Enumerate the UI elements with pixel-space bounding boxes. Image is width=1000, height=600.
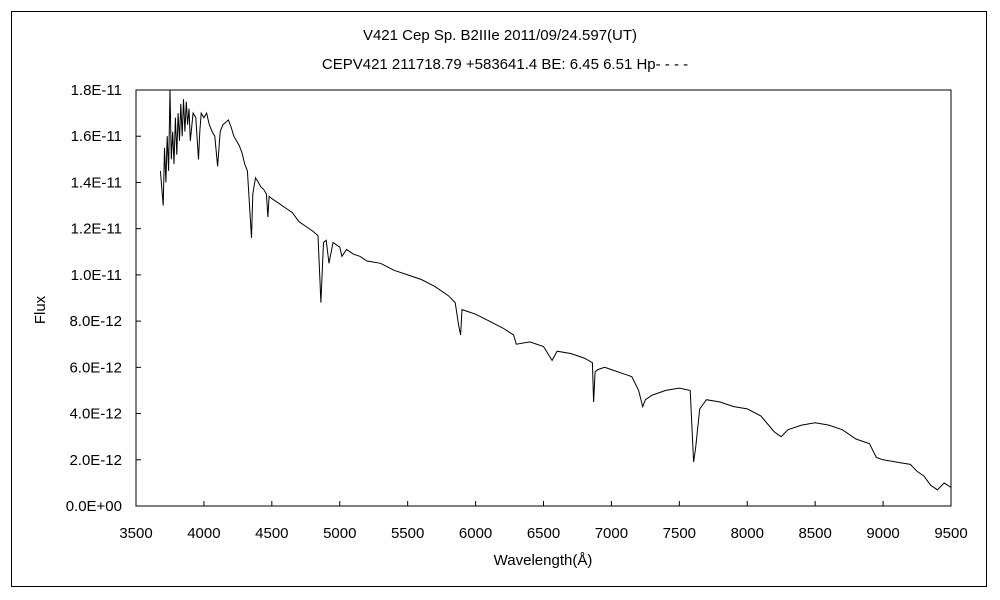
x-tick-label: 4500 bbox=[255, 525, 288, 542]
x-tick-label: 6000 bbox=[459, 525, 492, 542]
y-axis-title: Flux bbox=[32, 295, 49, 324]
spectrum-series-line bbox=[159, 89, 952, 491]
x-tick-label: 3500 bbox=[119, 525, 152, 542]
y-tick-label: 1.2E-11 bbox=[71, 221, 122, 238]
chart-title: V421 Cep Sp. B2IIIe 2011/09/24.597(UT) bbox=[363, 27, 637, 44]
x-tick-label: 6500 bbox=[527, 525, 560, 542]
x-tick-label: 7500 bbox=[663, 525, 696, 542]
x-axis-ticks: 3500 4000 4500 5000 5500 6000 6500 7000 7500 8000… bbox=[119, 501, 968, 542]
x-tick-label: 5500 bbox=[391, 525, 424, 542]
x-tick-label: 7000 bbox=[595, 525, 628, 542]
x-tick-label: 5000 bbox=[323, 525, 356, 542]
chart-frame bbox=[11, 11, 987, 587]
y-tick-label: 0.0E+00 bbox=[66, 498, 122, 515]
y-tick-label: 1.8E-11 bbox=[71, 82, 122, 99]
y-axis-ticks: 0.0E+00 2.0E-12 4.0E-12 6.0E-12 8.0E-12 1.0E-… bbox=[66, 82, 141, 515]
y-tick-label: 1.0E-11 bbox=[71, 267, 122, 284]
x-tick-label: 8000 bbox=[731, 525, 764, 542]
y-tick-label: 4.0E-12 bbox=[69, 406, 122, 423]
y-tick-label: 1.6E-11 bbox=[71, 128, 122, 145]
x-tick-label: 9000 bbox=[866, 525, 899, 542]
x-tick-label: 8500 bbox=[798, 525, 831, 542]
plot-area bbox=[135, 89, 952, 507]
y-tick-label: 6.0E-12 bbox=[69, 359, 122, 376]
x-axis-title: Wavelength(Å) bbox=[494, 552, 593, 569]
y-tick-label: 2.0E-12 bbox=[69, 452, 122, 469]
x-tick-label: 9500 bbox=[934, 525, 967, 542]
y-tick-label: 1.4E-11 bbox=[71, 174, 122, 191]
chart-subtitle: CEPV421 211718.79 +583641.4 BE: 6.45 6.5… bbox=[322, 56, 688, 73]
y-tick-label: 8.0E-12 bbox=[69, 313, 122, 330]
x-tick-label: 4000 bbox=[187, 525, 220, 542]
